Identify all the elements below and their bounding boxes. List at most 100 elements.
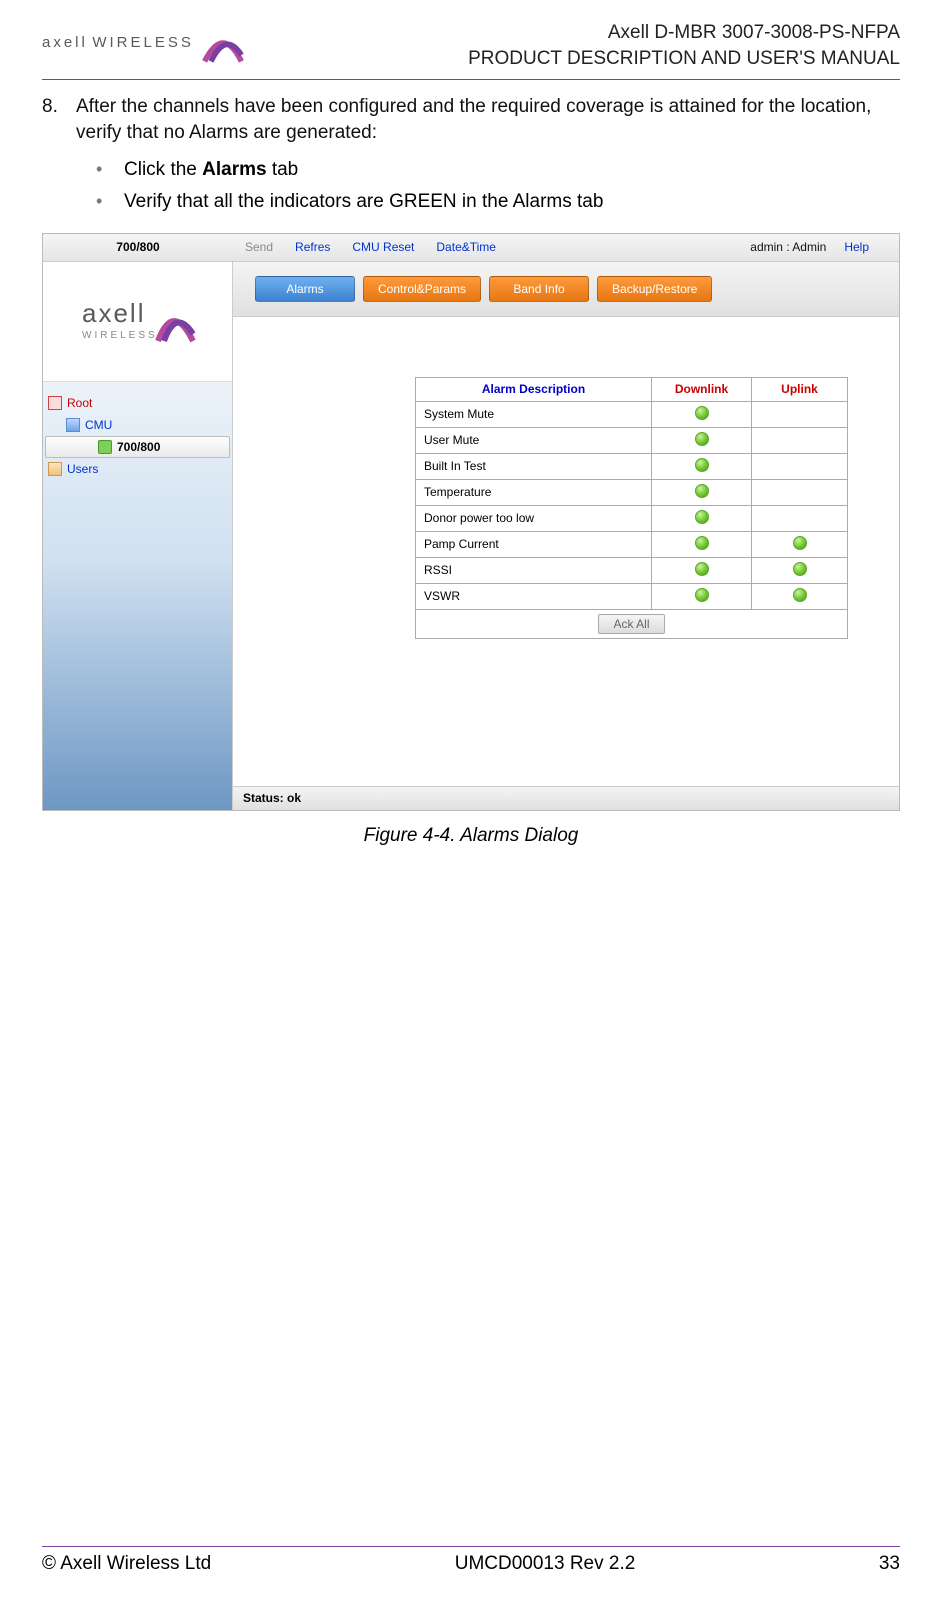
status-dot-icon [695,536,709,550]
tree-band[interactable]: 700/800 [45,436,230,458]
tab-bar: Alarms Control&Params Band Info Backup/R… [233,262,899,317]
alarms-table: Alarm Description Downlink Uplink System… [415,377,848,639]
status-dot-icon [695,484,709,498]
uplink-cell [752,557,848,583]
status-dot-icon [695,562,709,576]
bullet-list: Click the Alarms tab Verify that all the… [96,156,900,217]
table-row: Pamp Current [416,531,848,557]
status-dot-icon [695,510,709,524]
bullet-2: Verify that all the indicators are GREEN… [96,188,900,217]
tree-users-label: Users [67,462,98,476]
downlink-cell [652,583,752,609]
status-dot-icon [695,458,709,472]
alarm-desc-cell: RSSI [416,557,652,583]
downlink-cell [652,401,752,427]
send-link[interactable]: Send [245,240,273,254]
tree-root-label: Root [67,396,92,410]
status-dot-icon [695,588,709,602]
footer-left: © Axell Wireless Ltd [42,1553,211,1575]
alarm-desc-cell: Donor power too low [416,505,652,531]
alarm-desc-cell: System Mute [416,401,652,427]
tree-users[interactable]: Users [43,458,232,480]
pane-logo-icon: axell WIRELESS [78,286,198,356]
bullet2-text: Verify that all the indicators are GREEN… [124,188,603,217]
band-icon [98,440,112,454]
bullet1-bold: Alarms [202,159,266,180]
downlink-cell [652,453,752,479]
alarm-desc-cell: VSWR [416,583,652,609]
tab-backup[interactable]: Backup/Restore [597,276,712,302]
downlink-cell [652,479,752,505]
refresh-link[interactable]: Refres [295,240,330,254]
step-text: After the channels have been configured … [76,94,900,145]
downlink-cell [652,427,752,453]
col-downlink: Downlink [652,377,752,401]
root-icon [48,396,62,410]
uplink-cell [752,427,848,453]
table-row: System Mute [416,401,848,427]
bullet1-pre: Click the [124,159,202,180]
svg-text:WIRELESS: WIRELESS [82,330,158,341]
status-dot-icon [793,588,807,602]
table-row: Temperature [416,479,848,505]
uplink-cell [752,531,848,557]
uplink-cell [752,479,848,505]
tab-band-info[interactable]: Band Info [489,276,589,302]
status-bar: Status: ok [233,786,899,810]
tree-root[interactable]: Root [43,392,232,414]
col-uplink: Uplink [752,377,848,401]
uplink-cell [752,401,848,427]
page-header: axell WIRELESS Axell D-MBR 3007-3008-PS-… [42,20,900,77]
tab-control[interactable]: Control&Params [363,276,481,302]
datetime-link[interactable]: Date&Time [436,240,496,254]
col-alarm-description: Alarm Description [416,377,652,401]
users-icon [48,462,62,476]
alarm-desc-cell: User Mute [416,427,652,453]
logo-name: axell [42,34,88,51]
bullet1-post: tab [267,159,299,180]
admin-label: admin : Admin [750,240,826,254]
tree-cmu-label: CMU [85,418,112,432]
alarms-screenshot: 700/800 Send Refres CMU Reset Date&Time … [42,233,900,811]
alarm-desc-cell: Pamp Current [416,531,652,557]
band-title: 700/800 [43,240,233,254]
header-subtitle: PRODUCT DESCRIPTION AND USER'S MANUAL [468,46,900,72]
table-row: RSSI [416,557,848,583]
step-number: 8. [42,94,76,145]
page-footer: © Axell Wireless Ltd UMCD00013 Rev 2.2 3… [42,1546,900,1575]
content-pane: Alarms Control&Params Band Info Backup/R… [233,262,899,810]
alarm-desc-cell: Built In Test [416,453,652,479]
logo-subname: WIRELESS [92,34,194,51]
nav-tree-pane: axell WIRELESS Root CMU [43,262,233,810]
downlink-cell [652,557,752,583]
bullet-1: Click the Alarms tab [96,156,900,185]
tree-cmu[interactable]: CMU [43,414,232,436]
uplink-cell [752,583,848,609]
alarm-desc-cell: Temperature [416,479,652,505]
logo-swirl-icon [200,20,246,66]
uplink-cell [752,453,848,479]
svg-text:axell: axell [82,298,145,328]
header-product: Axell D-MBR 3007-3008-PS-NFPA [468,20,900,46]
footer-center: UMCD00013 Rev 2.2 [455,1553,636,1575]
status-dot-icon [695,432,709,446]
help-link[interactable]: Help [844,240,869,254]
cmu-icon [66,418,80,432]
ack-all-button[interactable]: Ack All [598,614,664,634]
tab-alarms[interactable]: Alarms [255,276,355,302]
header-rule [42,79,900,80]
status-text: Status: ok [243,791,301,805]
screenshot-toolbar: 700/800 Send Refres CMU Reset Date&Time … [43,234,899,262]
cmu-reset-link[interactable]: CMU Reset [352,240,414,254]
table-row: Built In Test [416,453,848,479]
table-row: User Mute [416,427,848,453]
downlink-cell [652,505,752,531]
pane-logo: axell WIRELESS [43,262,232,382]
footer-rule [42,1546,900,1547]
step-8: 8. After the channels have been configur… [42,94,900,145]
nav-tree: Root CMU 700/800 Users [43,392,232,480]
footer-right: 33 [879,1553,900,1575]
tree-band-label: 700/800 [117,440,160,454]
figure-caption: Figure 4-4. Alarms Dialog [42,825,900,847]
table-row: VSWR [416,583,848,609]
